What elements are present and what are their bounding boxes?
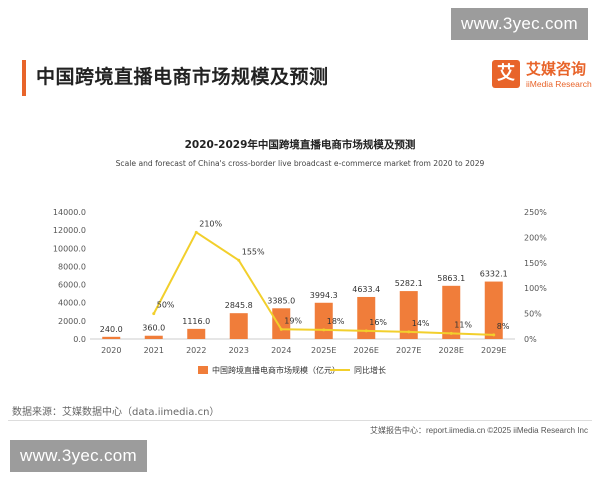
watermark-bottom: www.3yec.com [10, 440, 147, 472]
x-tick-label: 2027E [396, 346, 421, 355]
growth-point-2026E [364, 329, 368, 333]
growth-point-2028E [449, 331, 453, 335]
growth-label-2025E: 18% [327, 317, 345, 326]
bar-2021 [144, 335, 163, 339]
watermark-top: www.3yec.com [451, 8, 588, 40]
growth-point-2029E [492, 333, 496, 337]
y-left-tick-label: 8000.0 [58, 262, 86, 271]
bar-label-2027E: 5282.1 [395, 279, 423, 288]
logo-name-cn: 艾媒咨询 [526, 60, 587, 78]
bar-label-2029E: 6332.1 [480, 270, 508, 279]
page-title: 中国跨境直播电商市场规模及预测 [36, 66, 329, 88]
y-right-tick-label: 250% [524, 208, 547, 217]
growth-label-2028E: 11% [454, 320, 472, 329]
growth-label-2029E: 8% [497, 322, 510, 331]
x-tick-label: 2028E [439, 346, 464, 355]
growth-point-2022 [194, 230, 198, 234]
y-right-tick-label: 200% [524, 233, 547, 242]
header-accent-bar [22, 60, 26, 96]
y-right-tick-label: 0% [524, 335, 537, 344]
bar-2024 [272, 308, 291, 339]
bar-2022 [187, 328, 206, 339]
chart-subtitle: Scale and forecast of China's cross-bord… [116, 159, 485, 168]
bar-label-2025E: 3994.3 [310, 291, 338, 300]
x-tick-label: 2023 [229, 346, 249, 355]
growth-label-2022: 210% [199, 219, 222, 228]
bar-label-2021: 360.0 [142, 324, 165, 333]
growth-label-2027E: 14% [412, 319, 430, 328]
x-tick-label: 2026E [354, 346, 379, 355]
bar-2026E [357, 296, 376, 339]
x-tick-label: 2020 [101, 346, 121, 355]
x-tick-label: 2022 [186, 346, 206, 355]
brand-logo: 艾 艾媒咨询 iiMedia Research [492, 58, 592, 98]
growth-point-2027E [407, 330, 411, 334]
growth-label-2024: 19% [284, 316, 302, 325]
y-right-tick-label: 50% [524, 310, 542, 319]
growth-point-2023 [237, 258, 241, 262]
chart-title: 2020-2029年中国跨境直播电商市场规模及预测 [185, 138, 416, 151]
y-left-tick-label: 6000.0 [58, 281, 86, 290]
growth-point-2025E [322, 328, 326, 332]
legend-bar-label: 中国跨境直播电商市场规模（亿元） [212, 365, 340, 375]
growth-label-2026E: 16% [369, 318, 387, 327]
logo-name-en: iiMedia Research [526, 79, 592, 89]
bar-2020 [102, 336, 121, 339]
bar-label-2022: 1116.0 [182, 317, 210, 326]
bar-2027E [399, 291, 418, 339]
x-tick-label: 2021 [144, 346, 164, 355]
bar-label-2024: 3385.0 [267, 296, 295, 305]
bar-label-2028E: 5863.1 [437, 274, 465, 283]
x-tick-label: 2029E [481, 346, 506, 355]
growth-point-2021 [152, 312, 156, 316]
bar-2023 [229, 313, 248, 339]
x-tick-label: 2024 [271, 346, 291, 355]
y-left-tick-label: 4000.0 [58, 299, 86, 308]
growth-point-2024 [279, 327, 283, 331]
y-left-tick-label: 2000.0 [58, 317, 86, 326]
y-right-tick-label: 100% [524, 284, 547, 293]
bar-label-2020: 240.0 [100, 325, 123, 334]
y-left-tick-label: 12000.0 [53, 226, 86, 235]
bar-label-2026E: 4633.4 [352, 285, 380, 294]
bar-2028E [442, 285, 461, 339]
growth-label-2023: 155% [242, 247, 265, 256]
legend-bar-swatch [198, 366, 208, 374]
x-tick-label: 2025E [311, 346, 336, 355]
growth-label-2021: 50% [157, 301, 175, 310]
footer-credit: 艾媒报告中心：report.iimedia.cn ©2025 iiMedia R… [370, 426, 588, 435]
y-right-tick-label: 150% [524, 259, 547, 268]
bar-label-2023: 2845.8 [225, 301, 253, 310]
data-source: 数据来源：艾媒数据中心（data.iimedia.cn） [12, 407, 220, 418]
legend-line-label: 同比增长 [354, 365, 386, 375]
y-left-tick-label: 0.0 [73, 335, 86, 344]
y-left-tick-label: 14000.0 [53, 208, 86, 217]
logo-mark-icon: 艾 [492, 60, 520, 88]
y-left-tick-label: 10000.0 [53, 244, 86, 253]
bar-2029E [484, 281, 503, 339]
footer-divider [8, 420, 592, 421]
